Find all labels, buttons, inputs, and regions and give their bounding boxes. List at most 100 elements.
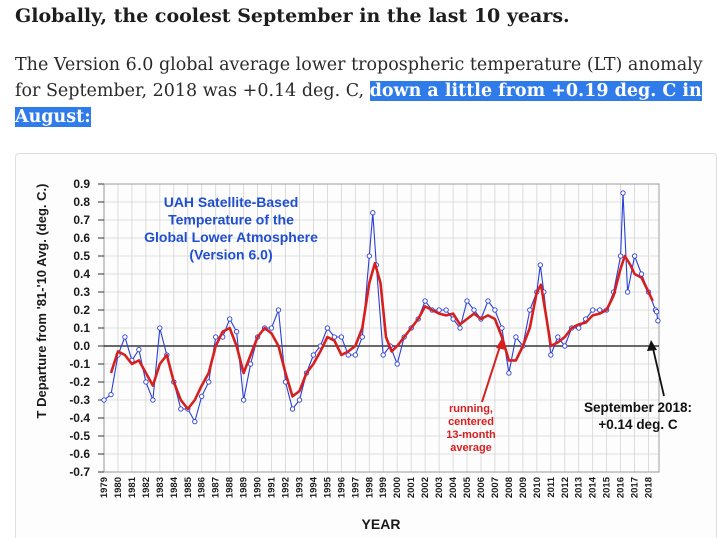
september-arrowhead	[647, 340, 657, 351]
x-tick-label: 2017	[630, 477, 641, 498]
y-tick-label: -0.6	[69, 447, 90, 461]
monthly-point	[370, 210, 376, 216]
monthly-point	[527, 307, 533, 313]
y-tick-label: 0.9	[73, 177, 90, 191]
monthly-point	[233, 328, 240, 335]
monthly-point	[324, 325, 331, 331]
chart-title-line: UAH Satellite-Based	[164, 194, 299, 210]
x-tick-label: 2000	[392, 477, 403, 498]
running-label-line: running,	[449, 403, 493, 415]
monthly-point	[192, 418, 198, 425]
x-tick-label: 1997	[350, 477, 361, 498]
monthly-point	[485, 298, 491, 304]
monthly-point	[464, 298, 470, 304]
y-tick-label: 0.5	[73, 249, 90, 263]
x-tick-label: 1987	[211, 477, 222, 498]
x-axis-label: YEAR	[362, 516, 401, 532]
y-tick-label: -0.7	[69, 465, 90, 479]
y-tick-label: 0.2	[73, 303, 90, 317]
x-tick-label: 2006	[476, 477, 487, 498]
temperature-chart: 0.9 0.8 0.7 0.6 0.5 0.4 0.3 0.2 0.1 0.0 -0.1 -0.2 -0…	[34, 177, 692, 532]
running-average-series	[109, 254, 654, 411]
monthly-point	[240, 397, 247, 403]
monthly-point	[338, 334, 345, 340]
y-tick-label: 0.3	[73, 285, 90, 299]
monthly-point	[394, 361, 400, 367]
running-label-arrow	[481, 339, 503, 403]
monthly-point	[562, 343, 568, 349]
chart-frame: 0.9 0.8 0.7 0.6 0.5 0.4 0.3 0.2 0.1 0.0 -0.1 -0.2 -0…	[15, 153, 717, 538]
x-tick-label: 1991	[267, 476, 278, 498]
monthly-point	[624, 289, 631, 295]
monthly-point	[366, 253, 372, 259]
article-headline: Globally, the coolest September in the l…	[15, 5, 570, 27]
september-annotation: September 2018: +0.14 deg. C	[584, 400, 692, 432]
y-tick-label: 0.8	[73, 195, 90, 209]
x-tick-label: 1982	[141, 477, 152, 498]
y-tick-label: 0.1	[73, 321, 90, 335]
monthly-point	[631, 253, 638, 259]
x-tick-label: 1988	[225, 477, 236, 498]
monthly-point	[537, 262, 543, 268]
x-tick-label: 1983	[155, 477, 166, 498]
monthly-point	[136, 346, 142, 353]
monthly-point	[227, 316, 233, 322]
running-label-line: 13-month	[446, 429, 496, 441]
monthly-point	[443, 307, 449, 313]
monthly-point	[653, 309, 660, 315]
chart-grid	[103, 183, 660, 473]
monthly-point	[590, 307, 596, 313]
chart-title-line: Global Lower Atmosphere	[144, 229, 318, 245]
monthly-point	[108, 391, 114, 398]
y-axis-label: T Departure from '81-'10 Avg. (deg. C.)	[34, 184, 49, 419]
monthly-point	[296, 397, 303, 403]
x-tick-label: 2009	[518, 477, 529, 498]
monthly-point	[548, 352, 554, 358]
x-tick-label: 1996	[336, 477, 347, 498]
monthly-point	[506, 370, 512, 376]
monthly-point	[352, 352, 358, 358]
x-tick-label: 2015	[602, 476, 613, 498]
paragraph-text: The Version 6.0 global average lower tro…	[15, 55, 703, 101]
y-tick-label: 0.6	[73, 231, 90, 245]
y-tick-label: 0.7	[73, 213, 90, 227]
y-tick-label: -0.2	[69, 375, 90, 389]
monthly-point	[268, 325, 275, 331]
monthly-point	[310, 352, 317, 358]
september-label-line: +0.14 deg. C	[598, 417, 677, 432]
september-label-line: September 2018:	[584, 400, 692, 415]
x-tick-label: 2003	[434, 477, 445, 498]
x-tick-label: 2018	[644, 477, 655, 498]
monthly-point	[206, 379, 212, 385]
x-tick-label: 1999	[378, 477, 389, 498]
article-paragraph: The Version 6.0 global average lower tro…	[15, 52, 715, 130]
chart-title-line: Temperature of the	[168, 212, 294, 228]
monthly-point	[157, 325, 163, 331]
monthly-point	[620, 190, 626, 196]
x-tick-label: 1980	[113, 477, 124, 498]
y-tick-label: -0.4	[69, 411, 90, 425]
x-tick-label: 1994	[308, 476, 319, 498]
x-tick-label: 2016	[616, 477, 627, 498]
y-tick-label: 0.0	[73, 339, 90, 353]
running-label-line: centered	[448, 416, 494, 428]
x-tick-label: 1981	[127, 476, 138, 498]
monthly-point	[213, 334, 219, 340]
y-tick-label: -0.5	[69, 429, 90, 443]
x-tick-label: 1998	[364, 477, 375, 498]
x-tick-label: 2005	[462, 476, 473, 498]
x-tick-label: 1979	[99, 477, 110, 498]
x-ticks: 1979 1980 1981 1982 1983 1984 1985 1986 1987 1988…	[99, 476, 655, 498]
x-tick-label: 2002	[420, 477, 431, 498]
x-tick-label: 2008	[504, 477, 515, 498]
running-average-line	[109, 254, 654, 411]
x-tick-label: 1993	[294, 477, 305, 498]
monthly-point	[457, 325, 463, 331]
x-tick-label: 1985	[183, 476, 194, 498]
x-tick-label: 2013	[574, 477, 585, 498]
x-tick-label: 1984	[169, 476, 180, 498]
monthly-point	[199, 393, 205, 400]
monthly-point	[617, 253, 624, 259]
x-tick-label: 1989	[239, 477, 250, 498]
